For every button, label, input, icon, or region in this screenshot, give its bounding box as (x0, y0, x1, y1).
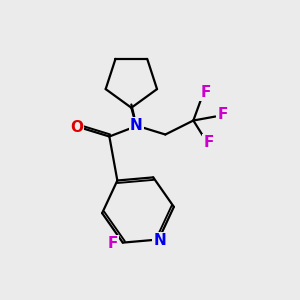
Text: F: F (200, 85, 211, 100)
Text: N: N (130, 118, 143, 133)
Text: F: F (203, 135, 214, 150)
Text: O: O (70, 120, 83, 135)
Text: F: F (217, 107, 227, 122)
Text: F: F (108, 236, 118, 251)
Text: N: N (153, 233, 166, 248)
